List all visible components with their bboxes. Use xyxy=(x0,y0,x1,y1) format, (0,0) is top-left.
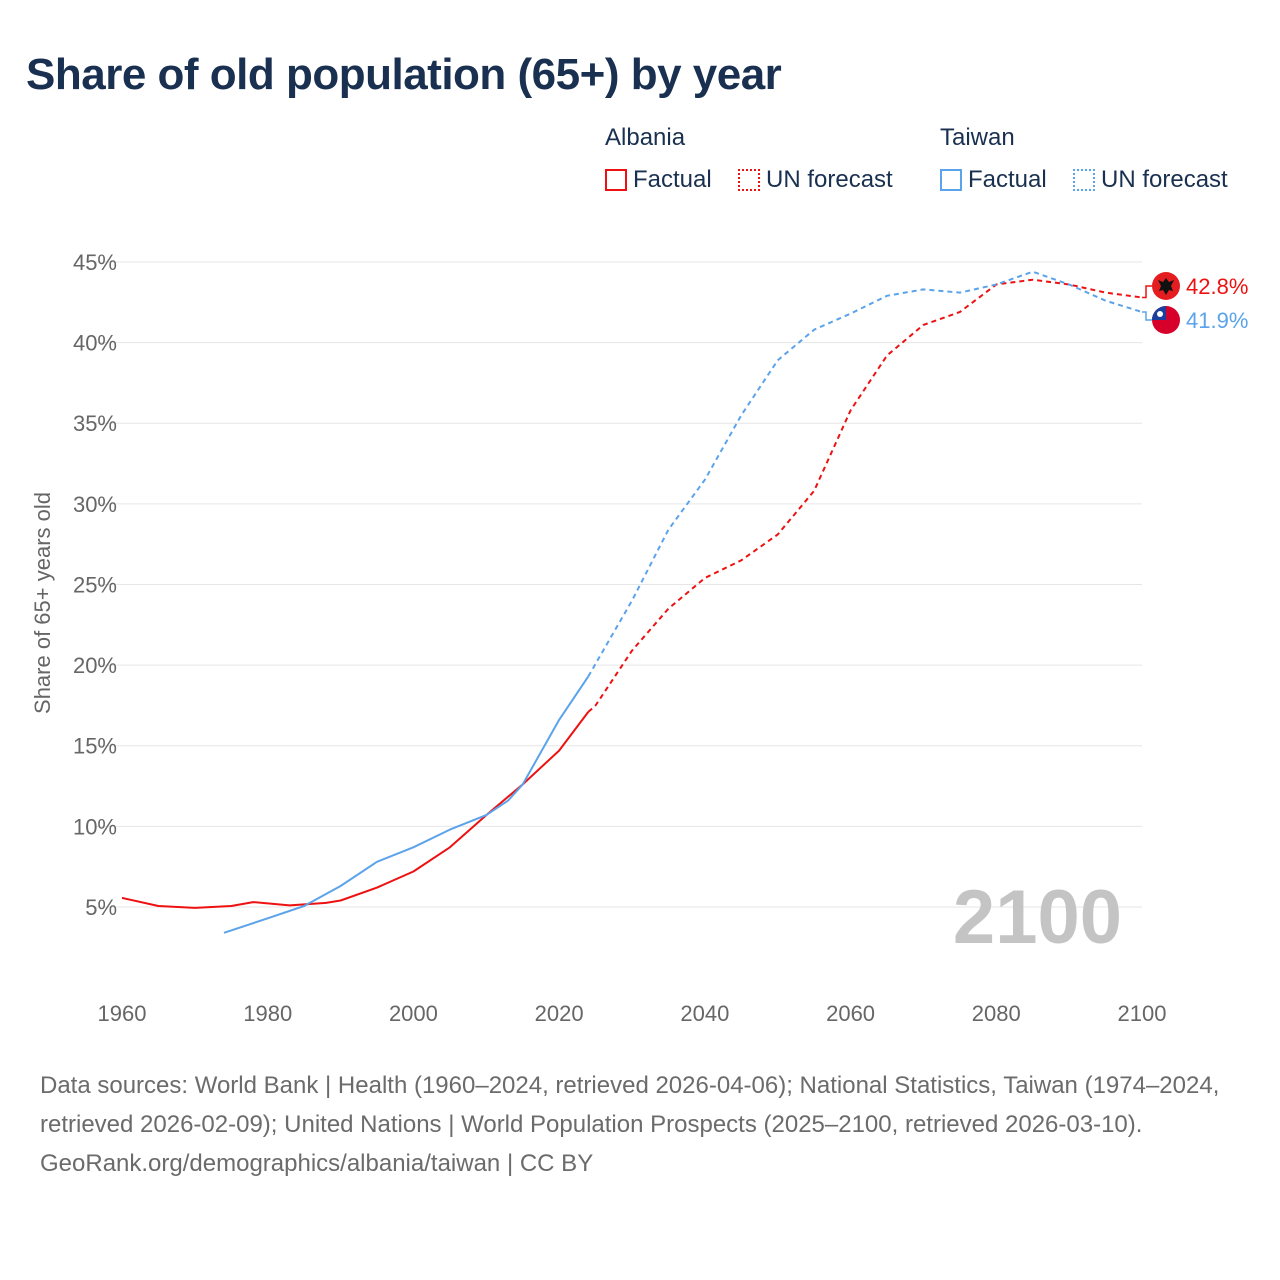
x-tick-label: 1960 xyxy=(98,1001,147,1026)
legend-taiwan-forecast[interactable]: UN forecast xyxy=(1073,166,1228,194)
legend-swatch-solid xyxy=(605,169,627,191)
taiwan-end-label: 41.9% xyxy=(1186,308,1248,333)
taiwan-label-connector xyxy=(1142,311,1152,321)
legend-label: Factual xyxy=(968,166,1047,193)
legend-label: UN forecast xyxy=(766,166,893,193)
y-tick-label: 5% xyxy=(85,895,117,920)
x-tick-label: 2020 xyxy=(535,1001,584,1026)
year-watermark: 2100 xyxy=(953,875,1122,960)
taiwan-flag-icon xyxy=(1152,306,1180,334)
legend-swatch-dotted xyxy=(738,169,760,191)
legend-swatch-solid xyxy=(940,169,962,191)
y-tick-label: 15% xyxy=(73,734,117,759)
legend-label: Factual xyxy=(633,166,712,193)
x-tick-label: 2080 xyxy=(972,1001,1021,1026)
footer: Data sources: World Bank | Health (1960–… xyxy=(40,1066,1240,1183)
legend-taiwan-heading: Taiwan xyxy=(940,124,1015,151)
taiwan-factual-line xyxy=(223,675,590,934)
y-tick-label: 30% xyxy=(73,492,117,517)
legend-label: UN forecast xyxy=(1101,166,1228,193)
x-tick-label: 2000 xyxy=(389,1001,438,1026)
albania-end-label: 42.8% xyxy=(1186,274,1248,299)
y-tick-label: 35% xyxy=(73,411,117,436)
albania-forecast-line xyxy=(587,278,1143,713)
albania-factual-line xyxy=(121,711,590,909)
taiwan-forecast-line xyxy=(587,270,1143,677)
y-tick-label: 25% xyxy=(73,572,117,597)
y-axis-label: Share of 65+ years old xyxy=(30,492,55,714)
x-tick-label: 2040 xyxy=(680,1001,729,1026)
x-tick-label: 2060 xyxy=(826,1001,875,1026)
y-tick-label: 45% xyxy=(73,250,117,275)
albania-label-connector xyxy=(1142,285,1152,299)
legend-albania-factual[interactable]: Factual xyxy=(605,166,712,194)
x-tick-label: 1980 xyxy=(243,1001,292,1026)
y-tick-label: 10% xyxy=(73,814,117,839)
legend-taiwan-factual[interactable]: Factual xyxy=(940,166,1047,194)
x-tick-label: 2100 xyxy=(1118,1001,1167,1026)
legend-albania-heading: Albania xyxy=(605,124,686,151)
albania-flag-icon xyxy=(1152,272,1180,300)
y-tick-label: 20% xyxy=(73,653,117,678)
legend-swatch-dotted xyxy=(1073,169,1095,191)
chart-title: Share of old population (65+) by year xyxy=(26,50,782,99)
data-sources: Data sources: World Bank | Health (1960–… xyxy=(40,1072,1220,1138)
credit-link[interactable]: GeoRank.org/demographics/albania/taiwan … xyxy=(40,1150,594,1177)
legend-albania-forecast[interactable]: UN forecast xyxy=(738,166,893,194)
line-chart: 5% 10% 15% 20% 25% 30% 35% 40% 45% 1960 1980 2000 20… xyxy=(30,250,1248,1026)
y-tick-label: 40% xyxy=(73,331,117,356)
